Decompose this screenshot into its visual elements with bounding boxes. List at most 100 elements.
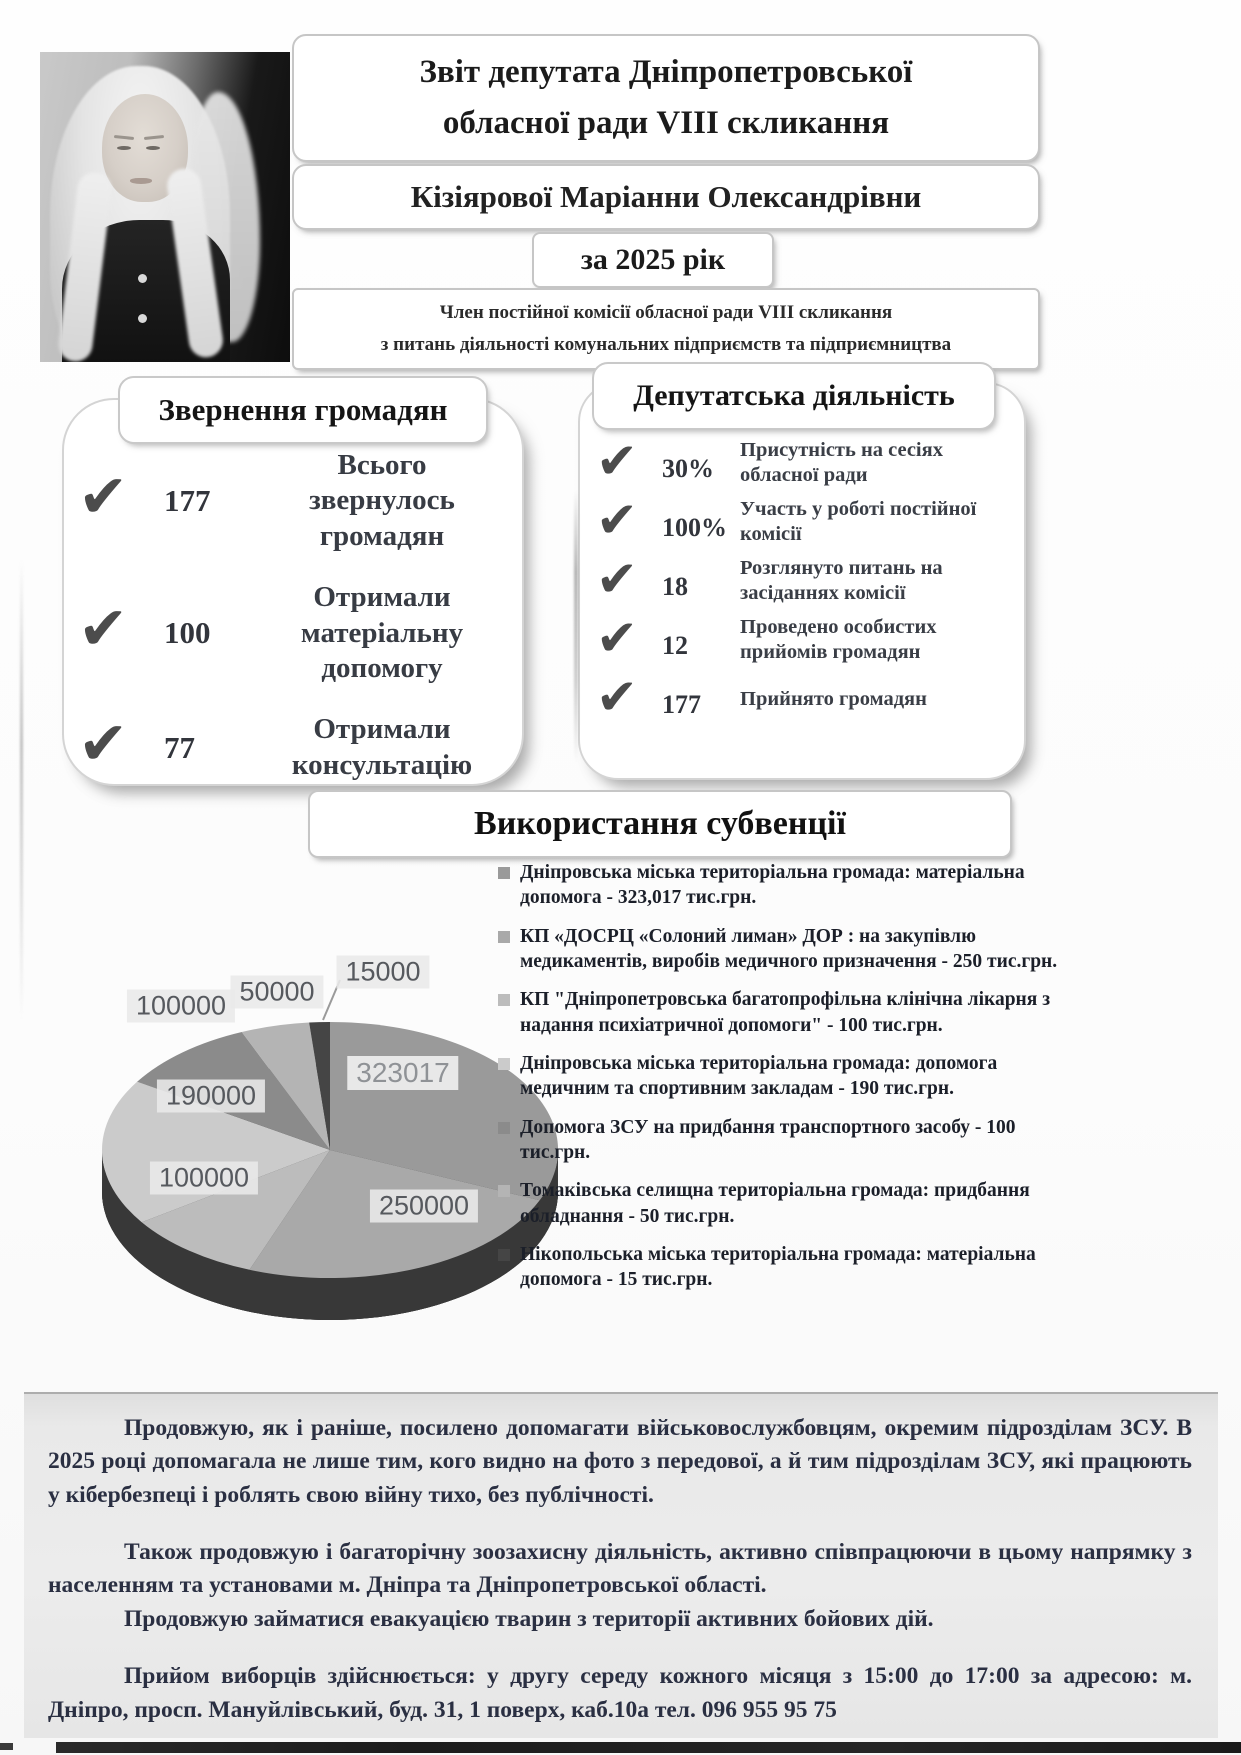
legend-item: КП "Дніпропетровська багатопрофільна клі… bbox=[498, 987, 1090, 1038]
stat-row: ✔ 100% Участь у роботі постійної комісії bbox=[596, 492, 1016, 548]
pie-data-label: 15000 bbox=[336, 955, 430, 989]
stat-value: 30% bbox=[662, 454, 714, 483]
stat-value: 77 bbox=[164, 729, 195, 765]
legend-item: Томаківська селищна територіальна громад… bbox=[498, 1178, 1090, 1229]
legend-item: Дніпровська міська територіальна громада… bbox=[498, 860, 1090, 911]
commission-line1: Член постійної комісії обласної ради VII… bbox=[439, 301, 893, 323]
deputy-activity-title-text: Депутатська діяльність bbox=[633, 379, 955, 412]
stat-label: Проведено особистих прийомів громадян bbox=[740, 616, 937, 663]
stat-value: 100% bbox=[662, 513, 727, 542]
report-year: за 2025 рік bbox=[580, 243, 726, 276]
citizens-appeals-card bbox=[62, 398, 524, 786]
report-title-line1: Звіт депутата Дніпропетровської bbox=[419, 53, 913, 90]
deputy-activity-title: Депутатська діяльність bbox=[592, 362, 996, 430]
legend-label: Допомога ЗСУ на придбання транспортного … bbox=[520, 1116, 1016, 1164]
legend-label: Томаківська селищна територіальна громад… bbox=[520, 1180, 1030, 1227]
legend-label: Дніпровська міська територіальна громада… bbox=[520, 1053, 998, 1100]
photo-detail bbox=[138, 274, 147, 283]
subvention-title-box: Використання субвенції bbox=[308, 790, 1012, 858]
legend-bullet-icon bbox=[498, 930, 510, 943]
stat-label: Отримали матеріальну допомогу bbox=[300, 581, 464, 684]
report-year-box: за 2025 рік bbox=[532, 232, 774, 288]
stat-value: 177 bbox=[662, 690, 701, 719]
stat-row: ✔ 177 Всього звернулось громадян bbox=[78, 448, 508, 554]
checkmark-icon: ✔ bbox=[596, 551, 638, 607]
stat-label: Всього звернулось громадян bbox=[309, 449, 455, 552]
stat-row: ✔ 177 Прийнято громадян bbox=[596, 669, 1016, 725]
pie-data-label: 323017 bbox=[347, 1056, 459, 1090]
stat-value: 12 bbox=[662, 631, 688, 660]
stat-label: Присутність на сесіях обласної ради bbox=[740, 439, 943, 486]
pie-chart-svg bbox=[102, 979, 559, 1320]
commission-line2: з питань діяльності комунальних підприєм… bbox=[380, 334, 952, 355]
subvention-pie-chart: 323017 250000 100000 190000 100000 50000 15000 bbox=[72, 858, 572, 1333]
deputy-name-box: Кізіярової Маріанни Олександрівни bbox=[292, 164, 1040, 230]
legend-bullet-icon bbox=[498, 1121, 510, 1134]
report-title-box: Звіт депутата Дніпропетровської обласної… bbox=[292, 34, 1040, 162]
legend-item: КП «ДОСРЦ «Солоний лиман» ДОР : на закуп… bbox=[498, 924, 1090, 975]
photo-detail bbox=[146, 146, 160, 150]
checkmark-icon: ✔ bbox=[596, 433, 638, 489]
checkmark-icon: ✔ bbox=[596, 669, 638, 725]
paragraph-reception-schedule: Прийом виборців здійснюється: у другу се… bbox=[48, 1663, 1192, 1723]
report-title: Звіт депутата Дніпропетровської обласної… bbox=[420, 47, 913, 149]
stat-row: ✔ 18 Розглянуто питань на засіданнях ком… bbox=[596, 551, 1016, 607]
stat-label: Прийнято громадян bbox=[740, 687, 927, 710]
checkmark-icon: ✔ bbox=[78, 710, 129, 777]
checkmark-icon: ✔ bbox=[78, 596, 129, 663]
legend-bullet-icon bbox=[498, 1185, 510, 1198]
citizens-appeals-title-text: Звернення громадян bbox=[158, 392, 448, 427]
paragraph-zsu-support: Продовжую, як і раніше, посилено допомаг… bbox=[48, 1415, 1192, 1508]
deputy-activity-rows: ✔ 30% Присутність на сесіях обласної рад… bbox=[596, 433, 1016, 725]
pie-data-label: 100000 bbox=[126, 989, 236, 1023]
legend-bullet-icon bbox=[498, 1249, 510, 1262]
stat-row: ✔ 12 Проведено особистих прийомів громад… bbox=[596, 610, 1016, 666]
deputy-activity-card bbox=[578, 382, 1026, 780]
stat-row: ✔ 100 Отримали матеріальну допомогу bbox=[78, 580, 508, 686]
paragraph-animal-evacuation: Продовжую займатися евакуацією тварин з … bbox=[124, 1605, 934, 1632]
legend-bullet-icon bbox=[498, 994, 510, 1007]
scan-artifact bbox=[574, 490, 578, 762]
photo-detail bbox=[130, 178, 152, 184]
closing-text-block: Продовжую, як і раніше, посилено допомаг… bbox=[24, 1392, 1218, 1738]
stat-label: Отримали консультацію bbox=[291, 713, 473, 781]
paragraph-gap bbox=[48, 1512, 1192, 1536]
photo-detail bbox=[138, 314, 147, 323]
legend-item: Нікопольська міська територіальна громад… bbox=[498, 1242, 1090, 1293]
pie-data-label: 190000 bbox=[156, 1079, 266, 1113]
stat-value: 18 bbox=[662, 572, 688, 601]
checkmark-icon: ✔ bbox=[596, 492, 638, 548]
paragraph-animal-protection: Також продовжую і багаторічну зоозахисну… bbox=[48, 1539, 1192, 1599]
stat-label: Участь у роботі постійної комісії bbox=[740, 498, 977, 545]
legend-label: КП «ДОСРЦ «Солоний лиман» ДОР : на закуп… bbox=[520, 925, 1058, 973]
legend-bullet-icon bbox=[498, 867, 510, 879]
scan-edge-bar bbox=[56, 1742, 1241, 1753]
scan-artifact bbox=[20, 560, 23, 1020]
commission-box: Член постійної комісії обласної ради VII… bbox=[292, 288, 1040, 370]
legend-item: Допомога ЗСУ на придбання транспортного … bbox=[498, 1115, 1090, 1166]
deputy-name: Кізіярової Маріанни Олександрівни bbox=[410, 179, 922, 214]
legend-item: Дніпровська міська територіальна громада… bbox=[498, 1051, 1090, 1102]
pie-chart-legend: Дніпровська міська територіальна громада… bbox=[498, 860, 1090, 1293]
citizens-appeals-title: Звернення громадян bbox=[118, 376, 488, 444]
report-title-line2: обласної ради VIII скликання bbox=[442, 105, 890, 141]
legend-label: Дніпровська міська територіальна громада… bbox=[520, 862, 1025, 909]
checkmark-icon: ✔ bbox=[78, 464, 129, 531]
scan-edge-mark bbox=[0, 1743, 13, 1750]
stat-row: ✔ 30% Присутність на сесіях обласної рад… bbox=[596, 433, 1016, 489]
stat-value: 177 bbox=[164, 483, 211, 519]
pie-data-label: 100000 bbox=[149, 1161, 259, 1195]
stat-row: ✔ 77 Отримали консультацію bbox=[78, 712, 508, 783]
legend-label: Нікопольська міська територіальна громад… bbox=[520, 1244, 1036, 1291]
pie-data-label: 50000 bbox=[230, 975, 324, 1009]
deputy-photo bbox=[40, 52, 290, 362]
checkmark-icon: ✔ bbox=[596, 610, 638, 666]
pie-data-label: 250000 bbox=[369, 1189, 479, 1223]
stat-value: 100 bbox=[164, 615, 211, 651]
paragraph-gap bbox=[48, 1636, 1192, 1660]
stat-label: Розглянуто питань на засіданнях комісії bbox=[740, 557, 943, 604]
legend-label: КП "Дніпропетровська багатопрофільна клі… bbox=[520, 989, 1051, 1036]
citizens-appeals-rows: ✔ 177 Всього звернулось громадян ✔ 100 О… bbox=[78, 448, 508, 783]
photo-detail bbox=[117, 146, 131, 150]
